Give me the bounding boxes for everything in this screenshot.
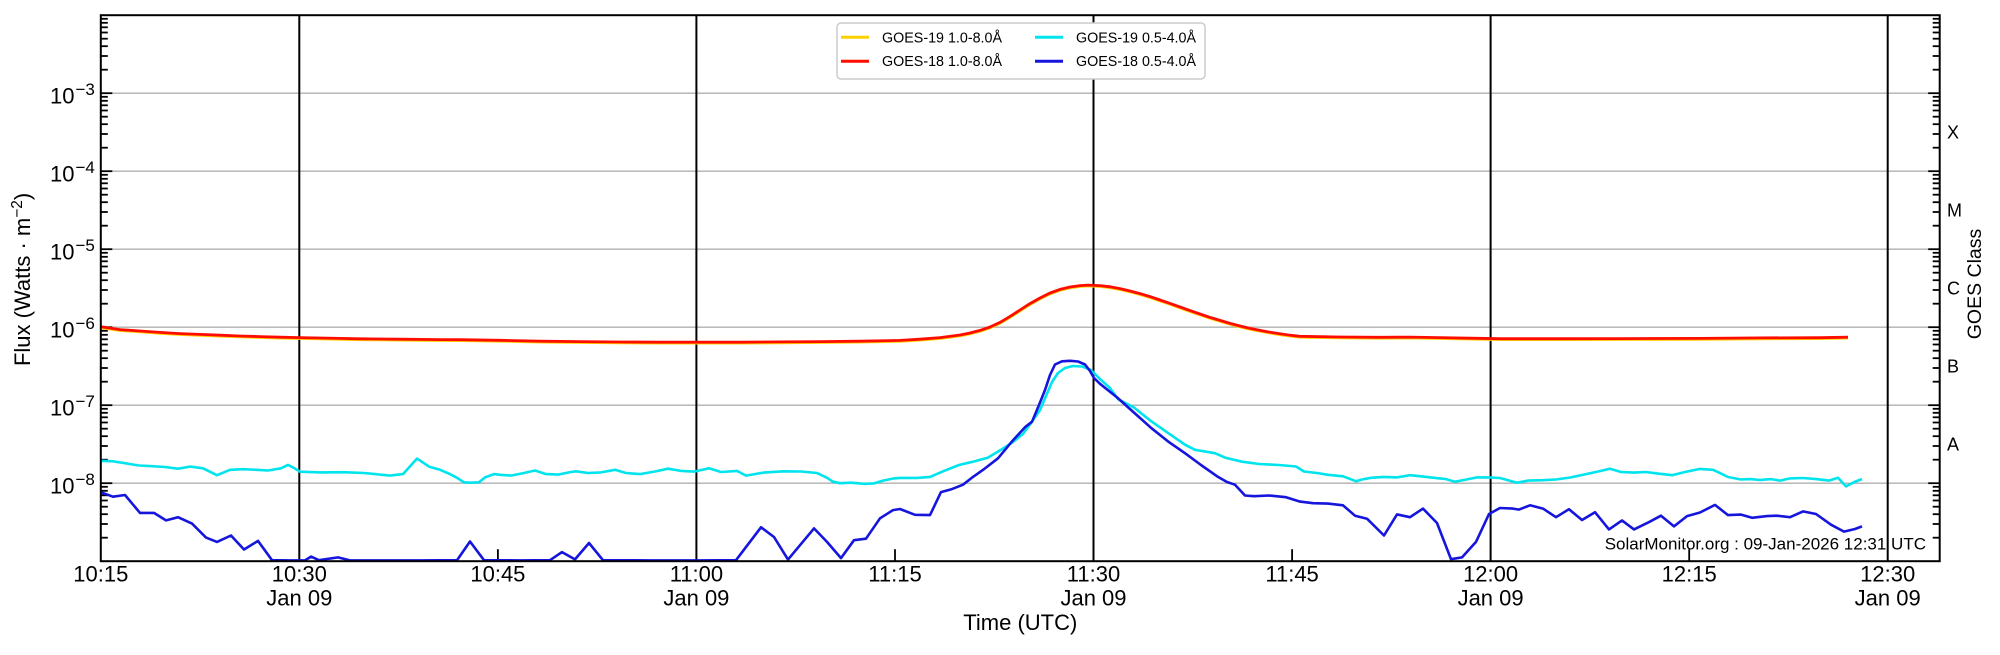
- svg-text:−7: −7: [76, 392, 95, 411]
- svg-text:SolarMonitor.org : 09-Jan-2026: SolarMonitor.org : 09-Jan-2026 12:31 UTC: [1605, 535, 1926, 554]
- svg-text:Flux (Watts · m−2): Flux (Watts · m−2): [9, 193, 35, 366]
- svg-text:10:15: 10:15: [73, 562, 128, 587]
- svg-text:10: 10: [50, 239, 74, 264]
- svg-text:11:45: 11:45: [1265, 562, 1318, 587]
- svg-text:Jan 09: Jan 09: [1855, 586, 1921, 611]
- svg-text:Jan 09: Jan 09: [1458, 586, 1524, 611]
- svg-text:10: 10: [50, 83, 74, 108]
- svg-text:10: 10: [50, 161, 74, 186]
- svg-text:Jan 09: Jan 09: [663, 586, 729, 611]
- svg-text:GOES-19 0.5-4.0Å: GOES-19 0.5-4.0Å: [1076, 29, 1196, 46]
- svg-text:10: 10: [50, 473, 74, 498]
- svg-text:−6: −6: [76, 314, 95, 333]
- svg-text:11:00: 11:00: [670, 562, 723, 587]
- svg-text:−5: −5: [76, 236, 95, 255]
- svg-text:X: X: [1947, 123, 1959, 143]
- svg-text:GOES-19 1.0-8.0Å: GOES-19 1.0-8.0Å: [882, 29, 1002, 46]
- svg-text:B: B: [1947, 357, 1959, 377]
- svg-text:11:15: 11:15: [868, 562, 921, 587]
- svg-text:−4: −4: [76, 158, 95, 177]
- svg-text:Jan 09: Jan 09: [1060, 586, 1126, 611]
- svg-text:C: C: [1947, 279, 1960, 299]
- svg-text:−8: −8: [76, 470, 95, 489]
- svg-text:Time (UTC): Time (UTC): [963, 610, 1077, 635]
- svg-text:10:45: 10:45: [470, 562, 525, 587]
- svg-text:−3: −3: [76, 80, 95, 99]
- svg-text:12:30: 12:30: [1860, 562, 1915, 587]
- svg-text:M: M: [1947, 201, 1962, 221]
- svg-text:12:00: 12:00: [1463, 562, 1518, 587]
- svg-text:10: 10: [50, 395, 74, 420]
- svg-text:12:15: 12:15: [1662, 562, 1717, 587]
- svg-text:GOES-18 1.0-8.0Å: GOES-18 1.0-8.0Å: [882, 53, 1002, 70]
- svg-text:Jan 09: Jan 09: [266, 586, 332, 611]
- svg-text:A: A: [1947, 435, 1959, 455]
- svg-text:11:30: 11:30: [1067, 562, 1120, 587]
- svg-text:10: 10: [50, 317, 74, 342]
- svg-text:GOES Class: GOES Class: [1964, 228, 1986, 339]
- svg-text:10:30: 10:30: [272, 562, 327, 587]
- svg-text:GOES-18 0.5-4.0Å: GOES-18 0.5-4.0Å: [1076, 53, 1196, 70]
